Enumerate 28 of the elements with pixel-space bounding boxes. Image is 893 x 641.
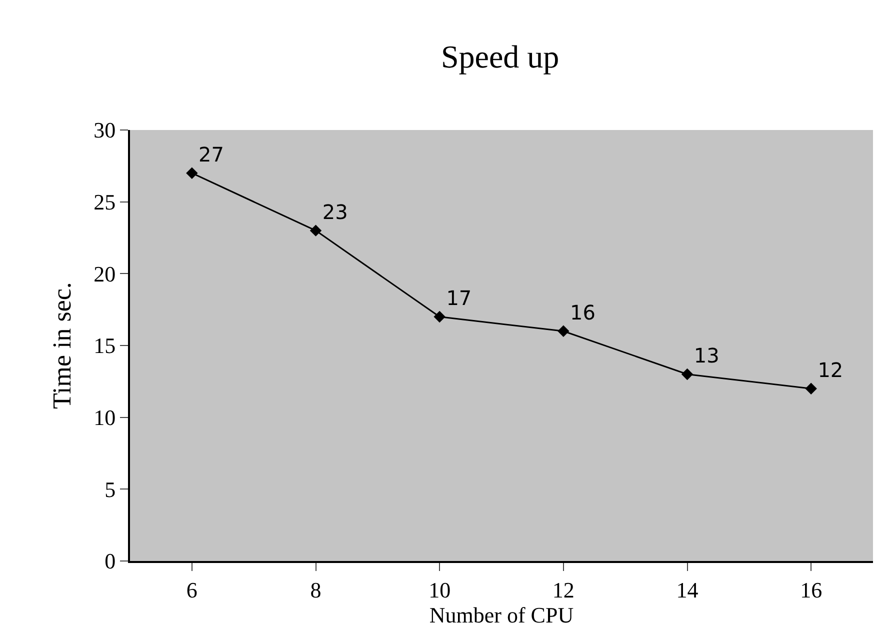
x-tick-label: 16 — [800, 577, 822, 602]
data-label: 13 — [694, 344, 720, 368]
data-label: 12 — [818, 358, 844, 382]
y-axis-title: Time in sec. — [48, 282, 76, 409]
point — [681, 368, 694, 380]
chart-title: Speed up — [440, 38, 560, 74]
x-tick-label: 6 — [186, 577, 198, 602]
point — [805, 382, 817, 394]
x-tick-label: 10 — [428, 577, 451, 602]
y-tick-label: 20 — [94, 261, 116, 286]
y-tick-label: 15 — [94, 333, 116, 358]
y-tick-label: 0 — [104, 548, 116, 574]
x-tick-label: 12 — [552, 577, 574, 602]
point — [434, 310, 446, 323]
point — [186, 167, 198, 179]
data-label: 27 — [198, 142, 224, 166]
point — [558, 325, 570, 337]
y-tick-label: 5 — [104, 476, 116, 502]
y-tick-label: 30 — [94, 118, 116, 143]
x-axis-title: Number of CPU — [429, 602, 574, 628]
data-label: 16 — [570, 300, 596, 325]
x-tick-label: 14 — [676, 577, 698, 602]
data-label: 17 — [446, 286, 472, 310]
data-label: 23 — [322, 200, 348, 224]
point — [310, 224, 322, 236]
y-tick-label: 25 — [94, 190, 116, 215]
x-tick-label: 8 — [310, 577, 322, 602]
y-tick-label: 10 — [94, 405, 116, 430]
